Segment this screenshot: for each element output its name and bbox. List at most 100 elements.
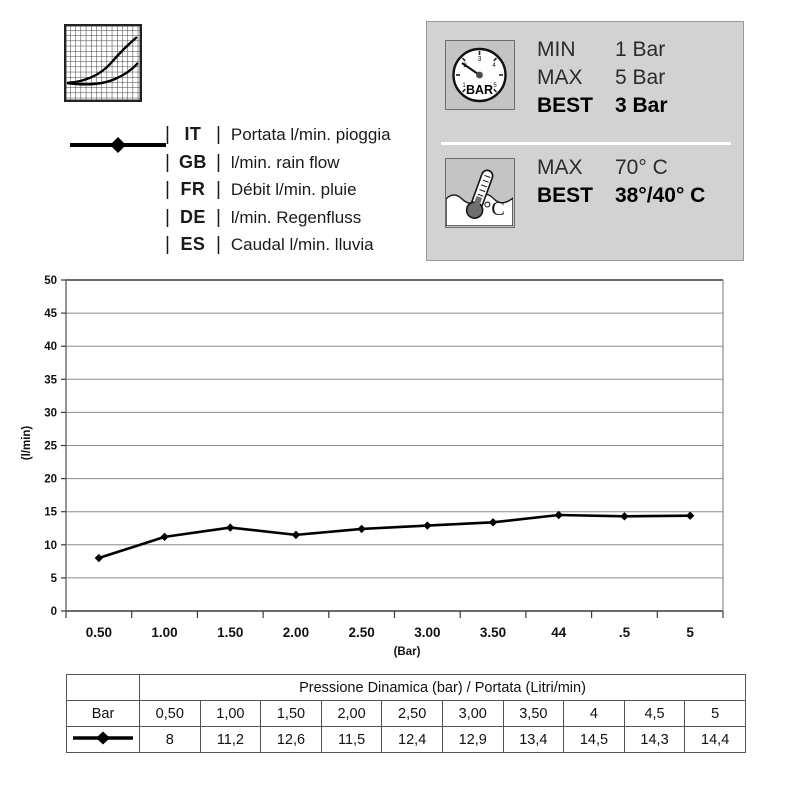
chart-y-tick-label: 35 [44, 374, 57, 386]
spec-box: 3 4 2 5 1 BAR MIN 1 Bar MAX 5 Bar [426, 21, 744, 261]
table-cell-bar-2: 1,50 [260, 700, 322, 727]
chart-y-axis-tick-labels: 0 5 10 15 20 25 30 35 40 45 50 [44, 275, 57, 618]
spec-label-best: BEST [537, 94, 594, 117]
legend-text-gb: l/min. rain flow [230, 152, 340, 172]
legend-code-fr: FR [180, 179, 206, 199]
chart-x-tick-label: 2.00 [283, 625, 309, 640]
table-cell-flow-8: 14,3 [623, 726, 686, 753]
spec-lines-temperature: MAX 70° C BEST 38°/40° C [537, 156, 705, 212]
data-table-container: Pressione Dinamica (bar) / Portata (Litr… [66, 674, 746, 753]
table-cell-flow-5: 12,9 [441, 726, 504, 753]
legend-separator-right: | [215, 179, 221, 200]
table-cell-flow-1: 11,2 [199, 726, 262, 753]
pressure-gauge-icon: 3 4 2 5 1 BAR [445, 40, 515, 110]
thermometer-icon-svg: °C [446, 159, 514, 227]
spec-label-temp-best: BEST [537, 184, 594, 207]
chart-gridlines [65, 279, 724, 612]
chart-data-point-marker [554, 510, 563, 520]
table-cell-flow-0: 8 [139, 726, 201, 753]
table-row-bar: Bar 0,50 1,00 1,50 2,00 2,50 3,00 3,50 4 4,5 5 [66, 700, 746, 727]
chart-y-tick-label: 50 [44, 275, 57, 287]
chart-y-tick-label: 25 [44, 441, 57, 453]
chart-y-tick-label: 10 [44, 540, 57, 552]
chart-line [98, 513, 691, 560]
pressure-flow-table: Pressione Dinamica (bar) / Portata (Litr… [66, 674, 746, 753]
table-row-header-bar: Bar [66, 700, 140, 727]
legend-row-es: | ES | Caudal l/min. lluvia [162, 234, 391, 262]
table-cell-flow-7: 14,5 [563, 726, 625, 753]
thermometer-icon: °C [445, 158, 515, 228]
table-cell-bar-1: 1,00 [199, 700, 262, 727]
chart-data-point-marker [226, 523, 235, 532]
header-section: | IT | Portata l/min. pioggia | GB | l/m… [0, 0, 790, 268]
table-cell-bar-7: 4 [563, 700, 625, 727]
spec-value-temp-best: 38°/40° C [615, 184, 706, 207]
svg-text:°C: °C [483, 198, 504, 220]
table-row-marker-icon [66, 726, 140, 753]
chart-y-tick-label: 15 [44, 507, 57, 519]
table-cell-bar-8: 4,5 [623, 700, 686, 727]
spec-section-pressure: 3 4 2 5 1 BAR MIN 1 Bar MAX 5 Bar [427, 38, 743, 122]
svg-text:3: 3 [478, 56, 482, 63]
chart-series-line [94, 510, 695, 563]
table-row-title: Pressione Dinamica (bar) / Portata (Litr… [66, 674, 746, 701]
legend-row-gb: | GB | l/min. rain flow [162, 152, 391, 180]
grid-curve-icon [64, 24, 142, 102]
chart-x-tick-label: 1.00 [151, 625, 177, 640]
chart-data-point-marker [488, 518, 498, 527]
svg-text:1: 1 [462, 83, 466, 89]
legend-row-it: | IT | Portata l/min. pioggia [162, 124, 391, 152]
legend-code-es: ES [180, 234, 206, 254]
spec-divider [441, 142, 731, 145]
legend-text-es: Caudal l/min. lluvia [230, 235, 374, 254]
legend-separator-left: | [165, 234, 170, 255]
legend-separator-left: | [165, 151, 170, 173]
spec-line-temp-best: BEST 38°/40° C [537, 184, 705, 212]
table-cell-flow-3: 11,5 [320, 726, 383, 753]
svg-text:BAR: BAR [466, 83, 493, 97]
chart-y-axis-ticks [61, 279, 66, 612]
table-cell-bar-9: 5 [684, 700, 746, 727]
table-cell-flow-6: 13,4 [502, 726, 565, 753]
legend-code-gb: GB [179, 151, 207, 172]
chart-y-axis-title: (l/min) [21, 426, 33, 461]
legend-separator-right: | [215, 206, 221, 228]
chart-x-tick-label: .5 [619, 625, 631, 640]
legend-separator-left: | [165, 124, 170, 145]
spec-line-best: BEST 3 Bar [537, 94, 668, 122]
pressure-gauge-icon-svg: 3 4 2 5 1 BAR [446, 41, 513, 108]
chart-y-tick-label: 5 [51, 573, 58, 585]
chart-data-point-marker [291, 530, 301, 540]
legend-row-de: | DE | l/min. Regenfluss [162, 207, 391, 235]
spec-value-max: 5 Bar [615, 66, 666, 89]
svg-text:4: 4 [492, 63, 496, 69]
spec-label-min: MIN [537, 38, 576, 61]
line-diamond-marker-icon [73, 731, 133, 744]
legend-separator-left: | [165, 206, 170, 228]
legend-row-fr: | FR | Débit l/min. pluie [162, 179, 391, 207]
chart-data-point-marker [685, 511, 695, 520]
chart-x-tick-label: 0.50 [86, 625, 112, 640]
chart-x-tick-label: 44 [551, 625, 567, 640]
legend-text-de: l/min. Regenfluss [230, 207, 362, 227]
legend-text-it: Portata l/min. pioggia [230, 125, 391, 144]
chart-x-tick-label: 2.50 [349, 625, 375, 640]
chart-x-axis-ticks [65, 611, 724, 618]
table-cell-bar-4: 2,50 [381, 700, 443, 727]
svg-text:5: 5 [493, 83, 497, 89]
spec-label-max: MAX [537, 66, 583, 89]
table-cell-flow-2: 12,6 [260, 726, 322, 753]
spec-value-best: 3 Bar [615, 94, 668, 117]
table-cell-empty [66, 674, 140, 701]
legend-code-it: IT [184, 124, 202, 144]
table-cell-bar-5: 3,00 [441, 700, 504, 727]
table-row-flow: 8 11,2 12,6 11,5 12,4 12,9 13,4 14,5 14,3 14,4 [66, 726, 746, 753]
chart-x-axis-title: (Bar) [394, 646, 421, 658]
spec-lines-pressure: MIN 1 Bar MAX 5 Bar BEST 3 Bar [537, 38, 668, 122]
legend-text-fr: Débit l/min. pluie [230, 180, 357, 199]
legend-separator-right: | [215, 234, 221, 255]
chart-y-tick-label: 45 [44, 308, 57, 320]
flow-rate-chart: 0 5 10 15 20 25 30 35 40 45 50 0.50 1.00 1.50 2.00 2.5… [0, 268, 790, 668]
chart-x-tick-label: 5 [686, 625, 694, 640]
legend-code-de: DE [180, 206, 206, 227]
